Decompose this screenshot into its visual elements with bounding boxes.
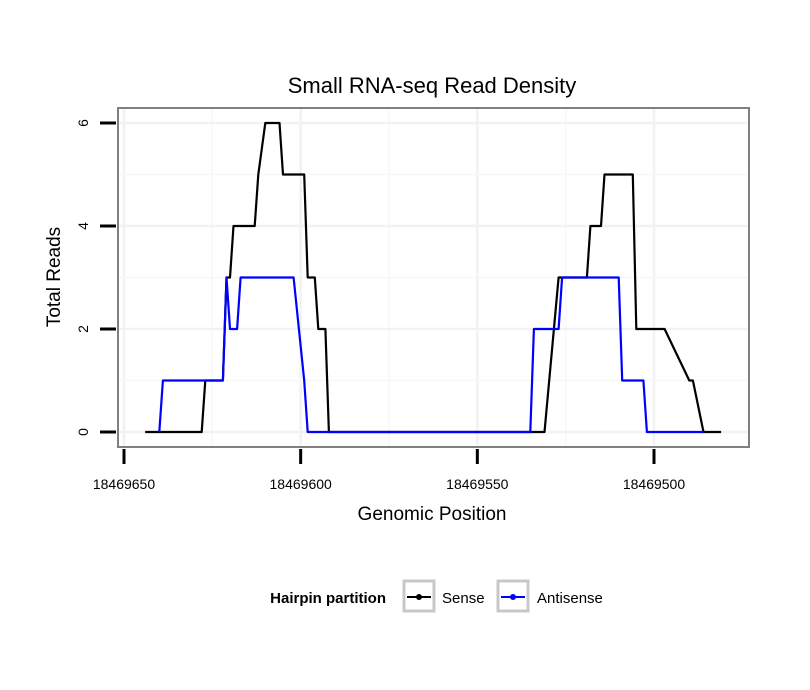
series-line-antisense — [158, 276, 704, 434]
y-tick-label: 2 — [75, 325, 91, 333]
legend: Hairpin partition Sense Antisense — [270, 579, 603, 613]
plot-frame — [117, 107, 750, 448]
axis-layer: 18469650 18469600 18469550 18469500 0 2 4 6 — [75, 119, 685, 492]
x-tick-label: 18469600 — [270, 476, 333, 492]
y-axis-title: Total Reads — [44, 227, 65, 327]
x-tick-label: 18469650 — [93, 476, 156, 492]
legend-dot-sense — [416, 594, 422, 600]
series-layer — [145, 121, 722, 434]
y-tick-label: 0 — [75, 428, 91, 436]
grid-layer — [118, 108, 749, 447]
x-axis-title: Genomic Position — [358, 504, 507, 525]
y-tick-label: 4 — [75, 222, 91, 230]
legend-title: Hairpin partition — [270, 590, 386, 607]
legend-dot-antisense — [510, 594, 516, 600]
x-tick-label: 18469550 — [446, 476, 509, 492]
legend-item-antisense[interactable]: Antisense — [496, 579, 603, 613]
legend-label-sense: Sense — [442, 590, 485, 607]
y-tick-label: 6 — [75, 119, 91, 127]
x-tick-label: 18469500 — [623, 476, 686, 492]
legend-item-sense[interactable]: Sense — [402, 579, 485, 613]
legend-label-antisense: Antisense — [537, 590, 603, 607]
chart-title: Small RNA-seq Read Density — [288, 73, 577, 98]
